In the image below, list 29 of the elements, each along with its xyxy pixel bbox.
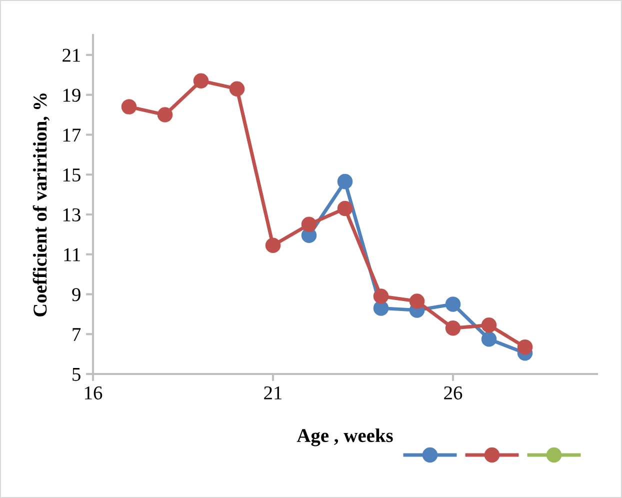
x-tick-label: 26: [444, 386, 462, 400]
y-tick-label: 11: [64, 248, 80, 262]
point: [481, 331, 497, 347]
y-tick-label: 15: [63, 168, 80, 182]
point: [121, 99, 137, 114]
x-tick-label: 16: [84, 386, 102, 400]
point: [517, 339, 533, 355]
point: [337, 174, 353, 190]
y-tick-label: 13: [63, 208, 80, 222]
x-axis-title: Age , weeks: [296, 428, 393, 446]
point: [193, 73, 209, 89]
point: [157, 107, 173, 122]
y-tick-label: 21: [62, 48, 80, 62]
point: [337, 200, 353, 216]
point: [445, 320, 461, 336]
point: [481, 318, 497, 333]
point: [373, 288, 389, 304]
y-tick-label: 19: [63, 88, 80, 102]
point: [265, 238, 281, 254]
y-axis-title: Coefficient of varirition, %: [32, 93, 50, 316]
y-tick-label: 17: [63, 128, 81, 142]
y-tick-label: 7: [72, 328, 81, 341]
y-tick-label: 9: [72, 288, 80, 302]
x-tick-label: 21: [264, 386, 282, 400]
point: [409, 294, 425, 309]
point: [445, 296, 461, 312]
y-tick-label: 5: [72, 368, 80, 381]
point: [301, 216, 317, 232]
point: [229, 81, 245, 96]
